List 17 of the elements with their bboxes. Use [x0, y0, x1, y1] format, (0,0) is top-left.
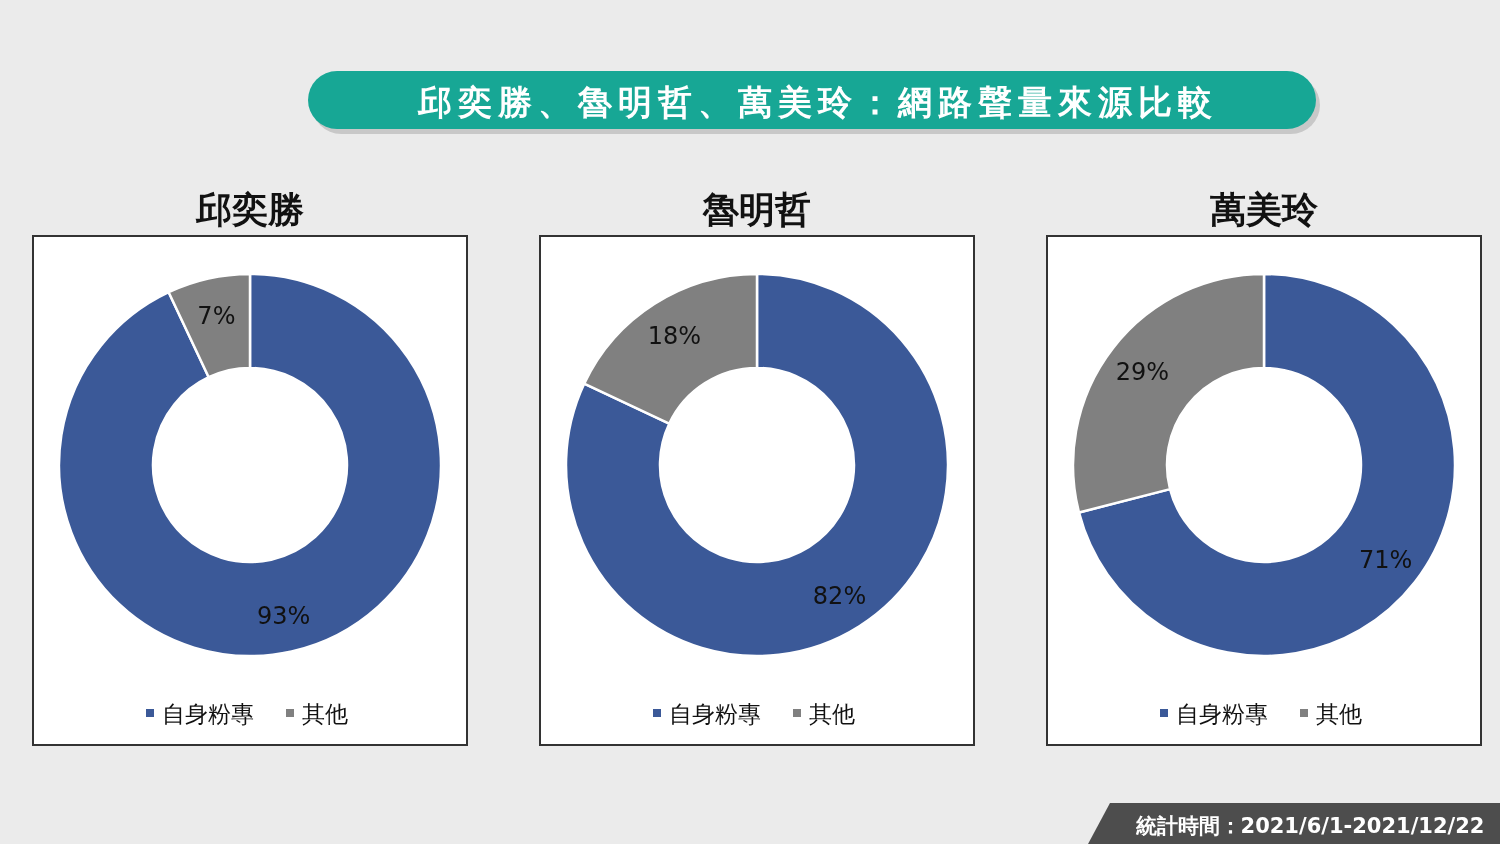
data-label: 29%	[1115, 357, 1169, 386]
data-label: 7%	[197, 301, 236, 330]
legend-label: 自身粉專	[1176, 701, 1268, 727]
data-label: 18%	[647, 321, 702, 350]
legend-label: 其他	[809, 701, 855, 727]
chart-title: 魯明哲	[702, 189, 811, 230]
data-label: 71%	[1359, 546, 1413, 575]
legend-label: 自身粉專	[162, 701, 254, 727]
legend-label: 其他	[1316, 701, 1362, 727]
legend-label: 自身粉專	[669, 701, 761, 727]
chart-title: 萬美玲	[1210, 189, 1319, 230]
legend-label: 其他	[302, 701, 348, 727]
data-label: 82%	[812, 582, 867, 611]
chart-title: 邱奕勝	[195, 189, 304, 230]
text: 統計時間：2021/6/1-2021/12/22	[1134, 814, 1485, 838]
text: 邱奕勝、魯明哲、萬美玲：網路聲量來源比較	[417, 82, 1218, 122]
data-label: 93%	[256, 602, 311, 631]
